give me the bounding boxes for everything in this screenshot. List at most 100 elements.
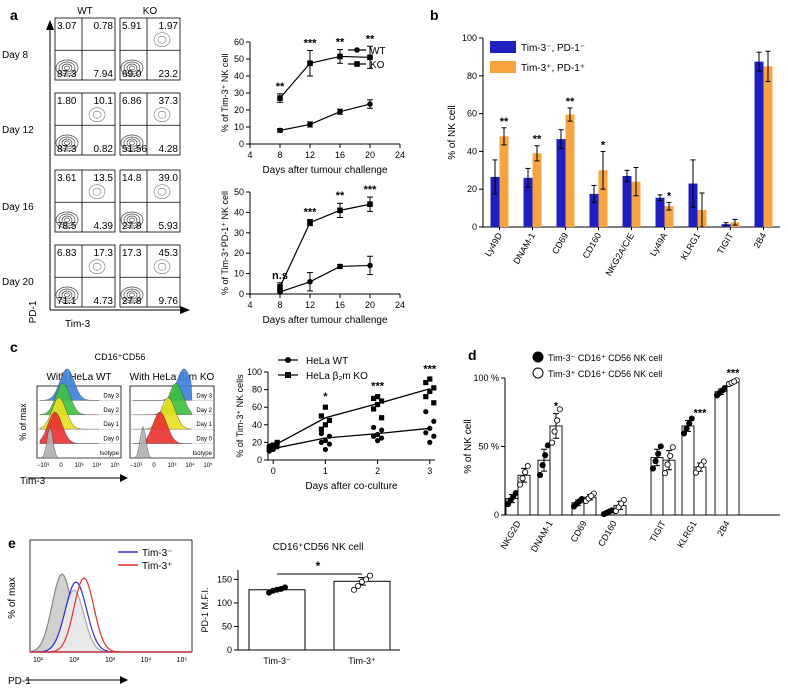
quadrant-value-ur: 17.3 (94, 248, 114, 259)
contour-ring (88, 184, 106, 199)
data-point-hela-b2m-ko (427, 376, 433, 382)
x-tick-label: 10⁵ (203, 462, 213, 469)
x-axis-label: Tim-3 (20, 476, 46, 487)
significance-marker: n.s (272, 270, 288, 282)
x-tick-label: 4 (247, 300, 252, 310)
data-point-hela-b2m-ko (326, 417, 333, 423)
significance-marker: *** (694, 407, 708, 419)
x-tick-label: 10⁵ (110, 462, 120, 469)
y-tick-label: 0 (239, 289, 244, 299)
x-category-label: 2B4 (752, 231, 769, 250)
data-point (662, 470, 669, 477)
legend-label: HeLa WT (306, 356, 348, 367)
data-point-wt (367, 262, 373, 269)
contour-ring (64, 65, 70, 71)
significance-marker: *** (371, 380, 385, 392)
x-tick-label: 10³ (168, 463, 177, 469)
y-tick-label: 0 (494, 510, 499, 520)
legend-label-wt: WT (370, 46, 386, 57)
quadrant-value-ur: 37.3 (159, 96, 179, 107)
contour-ring (58, 288, 76, 302)
y-tick-label: 150 (217, 574, 232, 584)
panel-label-c: c (10, 339, 18, 355)
data-point (524, 463, 531, 470)
quadrant-value-ll: 27.8 (122, 221, 142, 232)
contour-ring (157, 110, 167, 119)
contour-ring (55, 59, 79, 77)
y-axis-label: % of Tim-3⁺ NK cells (235, 374, 245, 458)
significance-marker: ** (500, 116, 509, 128)
data-point-hela-wt (370, 433, 377, 439)
x-tick-label: 12 (305, 300, 315, 310)
x-category-label: NKG2D (499, 519, 523, 551)
contour-ring (129, 140, 135, 146)
x-axis-label: Days after tumour challenge (262, 315, 388, 326)
significance-marker: * (601, 139, 606, 151)
y-tick-label: 100 (462, 33, 477, 43)
y-tick-label: 50 (234, 54, 244, 64)
y-tick-label: 100 (217, 598, 232, 608)
x-tick-label: 10⁴ (141, 657, 152, 664)
y-tick-label: 40 (234, 207, 244, 217)
legend-marker (354, 61, 360, 67)
contour-ring (126, 215, 138, 225)
contour-ring (61, 138, 73, 148)
data-point (537, 471, 544, 478)
significance-marker: ** (366, 33, 375, 45)
data-point (517, 481, 524, 488)
data-point (519, 475, 526, 482)
quadrant-value-ur: 1.97 (159, 21, 179, 32)
data-point (664, 461, 671, 468)
contour-ring (55, 286, 79, 304)
y-tick-label: 80 (252, 385, 262, 395)
flow-row-label: Day 12 (2, 125, 34, 136)
x-axis-label: PD-1 (8, 676, 31, 687)
flow-col-header-ko: KO (143, 6, 158, 17)
legend-label-ko: KO (370, 60, 385, 71)
bar-chart-title: CD16⁺CD56 NK cell (273, 542, 364, 553)
legend-marker (285, 357, 291, 363)
x-tick-label: 1 (323, 466, 328, 476)
contour-ring (157, 35, 167, 44)
bar-tim3neg (556, 139, 566, 227)
x-tick-label: 20 (365, 300, 375, 310)
data-point (686, 420, 693, 427)
y-tick-label: 50 % (478, 442, 499, 452)
x-category-label: CD69 (550, 231, 570, 256)
flow-col-header-wt: WT (77, 6, 93, 17)
contour-ring (157, 187, 167, 196)
data-point-hela-wt (326, 441, 333, 447)
legend-marker (532, 367, 544, 379)
data-point-hela-b2m-ko (378, 398, 385, 404)
data-point-hela-wt (378, 435, 385, 441)
bar-tim3neg (523, 177, 533, 227)
series-line-ko (279, 55, 371, 99)
y-tick-label: 50 (234, 187, 244, 197)
data-point-hela-b2m-ko (423, 379, 429, 386)
y-tick-label: 10 (234, 269, 244, 279)
x-category-label: Ly49A (648, 231, 669, 258)
quadrant-value-ul: 1.80 (57, 96, 77, 107)
data-point-hela-wt (374, 431, 381, 438)
data-point (362, 576, 369, 583)
y-tick-label: 10 (234, 122, 244, 132)
legend-marker (354, 47, 360, 53)
x-tick-label: 10⁴ (92, 462, 102, 469)
bar-tim3pos (598, 170, 608, 227)
y-tick-label: 60 (467, 109, 477, 119)
data-point-hela-wt (423, 430, 429, 436)
contour-ring (61, 290, 73, 300)
legend-swatch (490, 41, 516, 53)
data-point (510, 493, 517, 500)
significance-marker: * (554, 401, 559, 413)
x-tick-label: 12 (305, 150, 315, 160)
contour-ring (123, 61, 141, 75)
data-point-hela-b2m-ko (270, 442, 276, 448)
data-point (681, 430, 688, 437)
panel-label-a: a (10, 7, 18, 23)
flow-row-label: Day 20 (2, 277, 34, 288)
series-line-wt (279, 264, 371, 293)
data-point-ko (337, 207, 343, 214)
